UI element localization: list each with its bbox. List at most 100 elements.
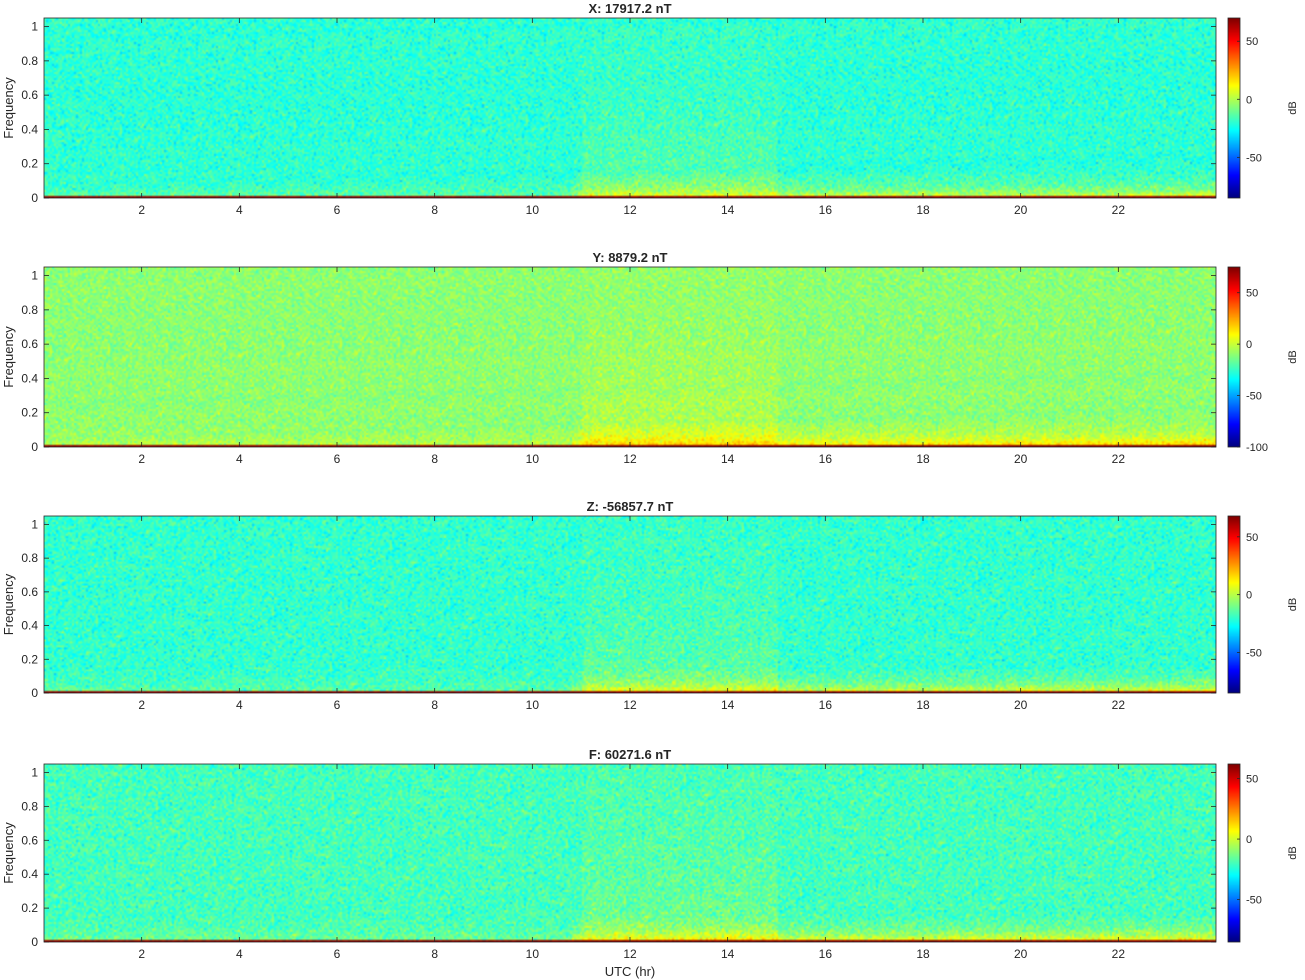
colorbar-frame xyxy=(1227,763,1241,943)
spectrogram-image xyxy=(44,516,1216,693)
colorbar-frame xyxy=(1227,515,1241,694)
y-tick-label: 0.8 xyxy=(21,303,38,317)
y-tick-label: 0.8 xyxy=(21,551,38,565)
x-tick-label: 2 xyxy=(138,203,145,217)
y-tick-label: 0 xyxy=(31,191,38,205)
x-tick-label: 14 xyxy=(721,698,735,712)
spectrogram-panel: 2 4 6 8 10 12 14 16 18 20 22 0 0.2 0.4 0.6 0.8 1 Z: -5685… xyxy=(1,499,1299,712)
x-tick-label: 6 xyxy=(334,947,341,961)
x-tick-label: 4 xyxy=(236,947,243,961)
colorbar-label: dB xyxy=(1287,350,1299,363)
y-tick-label: 1 xyxy=(31,269,38,283)
x-tick-label: 16 xyxy=(819,698,833,712)
panel-title: Z: -56857.7 nT xyxy=(587,499,674,514)
y-tick-label: 0.4 xyxy=(21,122,38,136)
x-tick-label: 8 xyxy=(431,452,438,466)
x-tick-label: 12 xyxy=(623,452,637,466)
x-tick-label: 4 xyxy=(236,203,243,217)
colorbar-gradient xyxy=(1228,267,1240,447)
spectrogram-image xyxy=(44,764,1216,942)
x-tick-label: 18 xyxy=(916,452,930,466)
x-tick-label: 18 xyxy=(916,947,930,961)
x-tick-label: 12 xyxy=(623,698,637,712)
y-tick-label: 0.8 xyxy=(21,54,38,68)
y-tick-label: 0.6 xyxy=(21,833,38,847)
x-tick-label: 16 xyxy=(819,452,833,466)
colorbar-tick-label: 0 xyxy=(1246,94,1252,106)
y-axis-label: Frequency xyxy=(1,77,16,139)
panel-title: F: 60271.6 nT xyxy=(589,747,671,762)
x-tick-label: 10 xyxy=(526,203,540,217)
y-tick-label: 0.2 xyxy=(21,652,38,666)
y-tick-label: 0 xyxy=(31,935,38,949)
x-tick-label: 22 xyxy=(1112,947,1126,961)
y-tick-label: 0.6 xyxy=(21,585,38,599)
x-axis-label: UTC (hr) xyxy=(605,964,656,979)
x-tick-label: 10 xyxy=(526,698,540,712)
colorbar-gradient xyxy=(1228,516,1240,693)
y-tick-label: 1 xyxy=(31,765,38,779)
y-tick-label: 1 xyxy=(31,20,38,34)
y-tick-label: 0 xyxy=(31,686,38,700)
colorbar-tick-label: 0 xyxy=(1246,590,1252,602)
y-tick-label: 0.2 xyxy=(21,406,38,420)
x-tick-label: 16 xyxy=(819,203,833,217)
y-tick-label: 0.6 xyxy=(21,337,38,351)
spectrogram-image xyxy=(44,267,1216,447)
x-tick-label: 16 xyxy=(819,947,833,961)
x-tick-label: 22 xyxy=(1112,452,1126,466)
x-tick-label: 22 xyxy=(1112,203,1126,217)
colorbar-tick-label: 50 xyxy=(1246,774,1258,786)
x-tick-label: 6 xyxy=(334,203,341,217)
x-tick-label: 4 xyxy=(236,452,243,466)
x-tick-label: 6 xyxy=(334,452,341,466)
colorbar-tick-label: -50 xyxy=(1246,152,1262,164)
x-tick-label: 8 xyxy=(431,947,438,961)
y-tick-label: 0 xyxy=(31,440,38,454)
colorbar-tick-label: 50 xyxy=(1246,532,1258,544)
x-tick-label: 10 xyxy=(526,947,540,961)
x-tick-label: 12 xyxy=(623,203,637,217)
x-tick-label: 10 xyxy=(526,452,540,466)
x-tick-label: 2 xyxy=(138,452,145,466)
colorbar: 50 0 -50 dB xyxy=(1227,17,1299,199)
x-tick-label: 14 xyxy=(721,203,735,217)
y-tick-label: 0.4 xyxy=(21,371,38,385)
colorbar: 50 0 -50 dB xyxy=(1227,763,1299,943)
x-tick-label: 22 xyxy=(1112,698,1126,712)
x-tick-label: 14 xyxy=(721,452,735,466)
panel-title: X: 17917.2 nT xyxy=(588,1,671,16)
colorbar-frame xyxy=(1227,17,1241,199)
x-tick-label: 2 xyxy=(138,947,145,961)
y-tick-label: 1 xyxy=(31,517,38,531)
spectrogram-image xyxy=(44,18,1216,198)
y-tick-label: 0.2 xyxy=(21,157,38,171)
colorbar-tick-label: 50 xyxy=(1246,288,1258,300)
x-tick-label: 8 xyxy=(431,203,438,217)
colorbar: 50 0 -50 dB xyxy=(1227,515,1299,694)
x-tick-label: 2 xyxy=(138,698,145,712)
y-axis-label: Frequency xyxy=(1,326,16,388)
y-tick-label: 0.2 xyxy=(21,901,38,915)
x-tick-label: 20 xyxy=(1014,452,1028,466)
colorbar-gradient xyxy=(1228,18,1240,198)
spectrogram-panel: 2 4 6 8 10 12 14 16 18 20 22 0 0.2 0.4 0.6 0.8 1 X: 17917… xyxy=(1,1,1299,217)
y-tick-label: 0.4 xyxy=(21,867,38,881)
y-axis-label: Frequency xyxy=(1,573,16,635)
x-tick-label: 8 xyxy=(431,698,438,712)
spectrogram-panel: 2 4 6 8 10 12 14 16 18 20 22 0 0.2 0.4 0.6 0.8 1 Y: 8879.… xyxy=(1,250,1299,466)
colorbar-tick-label: -50 xyxy=(1246,648,1262,660)
colorbar-frame xyxy=(1227,266,1241,448)
colorbar: 50 0 -50 -100 dB xyxy=(1227,266,1299,454)
colorbar-tick-label: 50 xyxy=(1246,36,1258,48)
x-tick-label: 4 xyxy=(236,698,243,712)
colorbar-label: dB xyxy=(1287,846,1299,859)
spectrogram-panel: 2 4 6 8 10 12 14 16 18 20 22 0 0.2 0.4 0.6 0.8 1 F: 60271… xyxy=(1,747,1299,979)
colorbar-tick-label: -50 xyxy=(1246,391,1262,403)
y-axis-label: Frequency xyxy=(1,822,16,884)
colorbar-label: dB xyxy=(1287,101,1299,114)
x-tick-label: 12 xyxy=(623,947,637,961)
colorbar-label: dB xyxy=(1287,598,1299,611)
x-tick-label: 6 xyxy=(334,698,341,712)
